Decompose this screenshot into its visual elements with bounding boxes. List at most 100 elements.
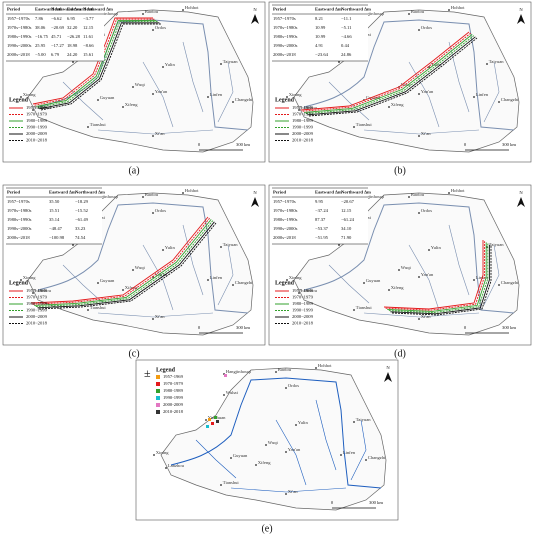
legend-swatch [156,396,160,400]
city-dot [363,282,365,284]
city-dot [448,9,450,11]
place-name: Xining [289,275,302,280]
table-header: Eastward Δm [315,190,342,195]
centroid-track [38,222,217,310]
table-cell: 6.95 [67,16,76,21]
place-name: Wuqi [135,265,146,270]
place-name: Changzhi [501,280,519,285]
city-dot [408,13,410,15]
table-cell: −20.67 [341,199,355,204]
table-header: Period [273,190,286,195]
legend-swatch [156,375,160,379]
legend-label: 1970~1979 [26,295,48,300]
city-dot [388,289,390,291]
river [303,19,515,131]
city-dot [298,292,300,294]
centroid-marker [216,420,219,423]
table-bg [272,5,368,61]
scale-length: 300 km [236,325,250,330]
table-cell: −6.62 [51,16,62,21]
city-dot [20,279,22,281]
centroid-track [305,35,475,115]
table-cell: 8.21 [315,16,324,21]
scale-zero: 0 [331,500,334,505]
place-name: Ordos [288,383,299,388]
centroid-track [35,220,214,308]
river [170,377,382,489]
legend-swatch [156,382,160,386]
city-dot [205,419,207,421]
legend-label: 1990~1999 [292,125,314,130]
place-name: Yan'an [155,89,168,94]
river [483,244,500,306]
table-cell: −15.52 [75,208,89,213]
table-cell: 2000s~2018 [7,235,30,240]
city-dot [473,279,475,281]
city-dot [87,126,89,128]
table-cell: 1970s~1980s [273,25,298,30]
place-name: Hangjinhouqi [93,11,119,16]
legend-label: 1957~1969 [26,105,48,110]
place-name: Baotou [411,192,425,197]
city-dot [165,467,167,469]
place-name: Xining [156,450,169,455]
table-cell: −18.29 [75,199,89,204]
place-name: Changzhi [235,97,253,102]
city-dot [72,61,74,63]
table-cell: 1970s~1980s [7,25,32,30]
table-cell: 1970s~1980s [7,208,32,213]
place-name: Tianshui [223,480,240,485]
city-dot [220,63,222,65]
river [363,312,480,318]
map-panel: HangjinhouqiBaotouHohhotOrdosWuhaiYinchu… [268,184,532,346]
legend-label: 2010~2018 [292,321,314,326]
table-cell: 74.54 [75,235,86,240]
table-cell: 7.86 [35,16,44,21]
legend-label: 2010-2018 [163,409,184,414]
table-cell: 1980s~1990s [273,34,298,39]
legend-label: 2000~2009 [26,131,48,136]
legend-label: 2000-2009 [163,402,184,407]
place-name: Xifeng [391,102,404,107]
city-dot [232,284,234,286]
place-name: Yulin [298,420,309,425]
panel-label: (a) [128,165,139,176]
place-name: Hohhot [451,5,466,10]
city-dot [20,96,22,98]
table-cell: −3.77 [83,16,94,21]
river [350,419,367,481]
table-bg [6,188,102,244]
centroid-marker [211,422,214,425]
place-name: Baotou [411,9,425,14]
table-cell: 38.06 [35,25,46,30]
table-cell: 1990s~2000s [7,43,32,48]
city-dot [207,279,209,281]
legend-label: 1990-1999 [163,395,184,400]
city-dot [315,367,317,369]
north-arrow [384,372,392,382]
legend-label: 2000~2009 [26,314,48,319]
legend-label: 1970~1979 [292,295,314,300]
legend-title: Legend [156,367,176,373]
table-bg [6,5,104,61]
city-dot [152,318,154,320]
city-dot [418,212,420,214]
table-cell: 0.44 [341,43,350,48]
place-name: Lanzhou [168,463,185,468]
place-name: Yulin [431,245,442,250]
place-name: Xifeng [125,285,138,290]
legend-label: 1957-1969 [163,374,184,379]
city-dot [275,371,277,373]
city-dot [230,457,232,459]
river [182,41,204,113]
scale-length: 300 km [502,325,516,330]
table-header: Northward Δm [341,7,371,12]
city-dot [207,96,209,98]
river [328,81,370,121]
place-name: Taiyuan [223,59,238,64]
table-cell: 15.51 [49,208,60,213]
table-cell: 10.99 [315,34,326,39]
centroid-track [40,23,161,111]
